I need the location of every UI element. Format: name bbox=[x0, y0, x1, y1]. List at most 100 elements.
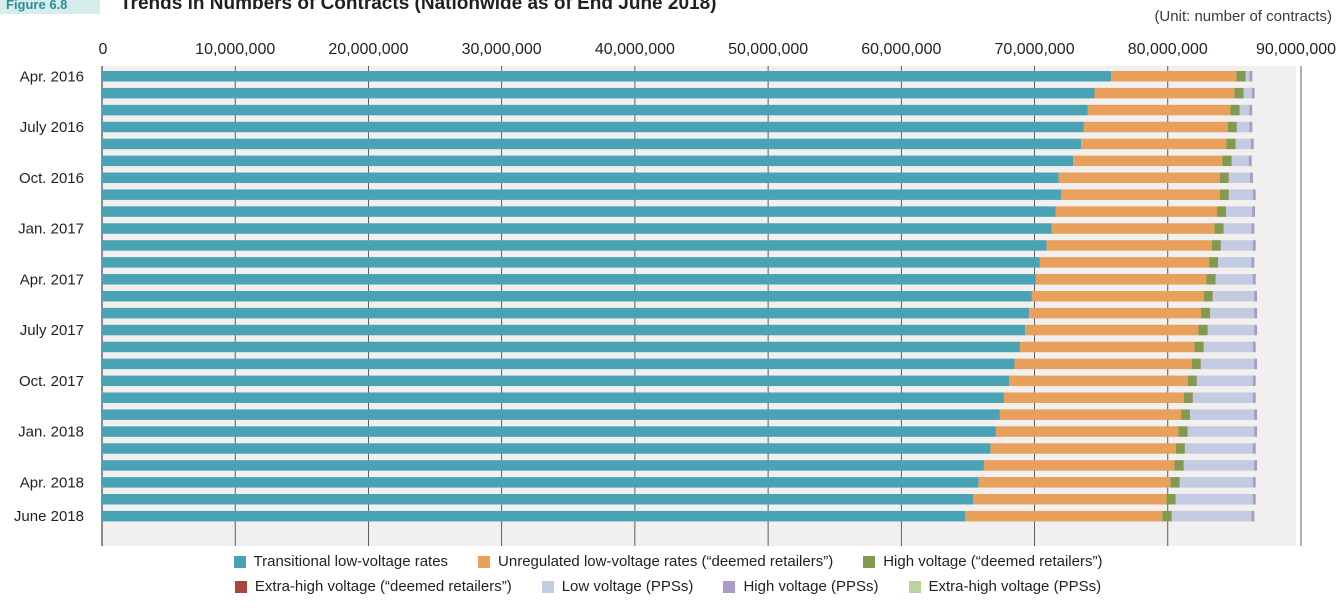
legend-swatch bbox=[863, 555, 876, 568]
bar-segment bbox=[1009, 375, 1188, 387]
bar-segment bbox=[1226, 138, 1236, 150]
bar-segment bbox=[1252, 206, 1256, 217]
bar-segment bbox=[1228, 189, 1253, 200]
bar-segment bbox=[102, 494, 974, 505]
bar-segment bbox=[1190, 409, 1255, 420]
bar-segment bbox=[1252, 189, 1256, 200]
bar-segment bbox=[1170, 477, 1180, 488]
bar-segment bbox=[1252, 341, 1256, 353]
bar-segment bbox=[1217, 206, 1226, 217]
unit-note: (Unit: number of contracts) bbox=[1154, 8, 1332, 25]
bar-segment bbox=[1183, 460, 1255, 471]
legend-swatch bbox=[908, 580, 921, 593]
stacked-bar-chart: 0 10,000,000 20,000,000 30,000,000 40,000,00… bbox=[14, 41, 1336, 546]
bar-segment bbox=[102, 341, 1020, 353]
bar-segment bbox=[1252, 274, 1256, 285]
legend-row: Transitional low-voltage rates Unregulate… bbox=[0, 553, 1336, 570]
bar-segment bbox=[1198, 324, 1208, 336]
legend-item: Low voltage (PPSs) bbox=[541, 578, 693, 595]
bar-segment bbox=[1081, 138, 1227, 150]
bar-segment bbox=[1183, 392, 1193, 403]
bar-segment bbox=[102, 172, 1059, 184]
bar-segment bbox=[1252, 443, 1256, 454]
figure-number-badge: Figure 6.8 bbox=[0, 0, 100, 14]
bar-segment bbox=[102, 71, 1112, 82]
bar-segment bbox=[1219, 172, 1229, 184]
bar-segment bbox=[1231, 155, 1249, 167]
bar-segment bbox=[1223, 223, 1252, 234]
bar-segment bbox=[1196, 375, 1253, 387]
bar-segment bbox=[1235, 138, 1251, 150]
bar-segment bbox=[1249, 172, 1253, 184]
bar-segment bbox=[1228, 172, 1250, 184]
bar-segment bbox=[1206, 274, 1216, 285]
category-label: Apr. 2016 bbox=[20, 68, 84, 85]
bar-segment bbox=[1254, 307, 1258, 319]
bar-segment bbox=[1254, 460, 1258, 471]
bar-segment bbox=[102, 392, 1004, 403]
bar-segment bbox=[965, 510, 1163, 522]
bar-segment bbox=[999, 409, 1182, 420]
bar-segment bbox=[1220, 240, 1253, 251]
x-tick-label: 50,000,000 bbox=[728, 41, 808, 58]
bar-segment bbox=[102, 290, 1032, 302]
category-label: Apr. 2017 bbox=[20, 271, 84, 288]
legend-swatch bbox=[233, 555, 246, 568]
bar-segment bbox=[1249, 71, 1253, 82]
bar-segment bbox=[102, 409, 1000, 420]
legend-swatch bbox=[541, 580, 554, 593]
category-label: July 2016 bbox=[20, 119, 84, 136]
bar-segment bbox=[1003, 392, 1184, 403]
bar-segment bbox=[1203, 290, 1213, 302]
legend-row: Extra-high voltage (“deemed retailers”) L… bbox=[0, 578, 1336, 595]
bar-segment bbox=[1187, 426, 1255, 437]
bar-segment bbox=[1046, 240, 1212, 251]
bar-segment bbox=[1214, 223, 1224, 234]
bar-segment bbox=[1219, 189, 1229, 200]
bar-segment bbox=[1210, 307, 1255, 319]
bar-segment bbox=[1179, 477, 1253, 488]
bar-segment bbox=[1239, 104, 1250, 116]
bar-segment bbox=[1215, 274, 1253, 285]
category-label: Jan. 2017 bbox=[18, 221, 84, 238]
legend-item: Extra-high voltage (“deemed retailers”) bbox=[234, 578, 512, 595]
bar-segment bbox=[102, 324, 1026, 336]
category-label: Apr. 2018 bbox=[20, 474, 84, 491]
bar-segment bbox=[1162, 510, 1172, 522]
x-tick-label: 20,000,000 bbox=[328, 41, 408, 58]
legend-swatch bbox=[234, 580, 247, 593]
plot-background bbox=[102, 66, 1296, 546]
bar-segment bbox=[102, 510, 966, 522]
bar-segment bbox=[1035, 274, 1207, 285]
bar-segment bbox=[1248, 155, 1252, 167]
category-label: July 2017 bbox=[20, 322, 84, 339]
bar-segment bbox=[1111, 71, 1237, 82]
category-label: Oct. 2016 bbox=[19, 170, 84, 187]
bar-segment bbox=[995, 426, 1179, 437]
legend-label: Transitional low-voltage rates bbox=[253, 553, 449, 570]
bar-segment bbox=[1087, 104, 1231, 116]
bar-segment bbox=[102, 121, 1084, 133]
bar-segment bbox=[1227, 121, 1237, 133]
legend-label: High voltage (“deemed retailers”) bbox=[883, 553, 1103, 570]
bar-segment bbox=[102, 477, 979, 488]
legend-item: Transitional low-voltage rates bbox=[233, 553, 449, 570]
bar-segment bbox=[1029, 307, 1202, 319]
legend-label: Extra-high voltage (“deemed retailers”) bbox=[254, 578, 512, 595]
category-label: Oct. 2017 bbox=[19, 373, 84, 390]
bar-segment bbox=[990, 443, 1176, 454]
bar-segment bbox=[1251, 87, 1255, 99]
bar-segment bbox=[102, 375, 1010, 387]
legend-label: Extra-high voltage (PPSs) bbox=[928, 578, 1102, 595]
y-axis-categories: Apr. 2016 July 2016 Oct. 2016 Jan. 2017 Apr.… bbox=[14, 68, 84, 525]
bar-segment bbox=[1249, 121, 1253, 133]
bar-segment bbox=[1166, 494, 1176, 505]
bar-segment bbox=[102, 307, 1030, 319]
bar-segment bbox=[1211, 240, 1221, 251]
bar-segment bbox=[1209, 257, 1218, 268]
bar-segment bbox=[1171, 510, 1252, 522]
bar-segment bbox=[1254, 324, 1258, 336]
bar-segment bbox=[1236, 71, 1246, 82]
bar-segment bbox=[1236, 121, 1250, 133]
bar-segment bbox=[102, 274, 1036, 285]
